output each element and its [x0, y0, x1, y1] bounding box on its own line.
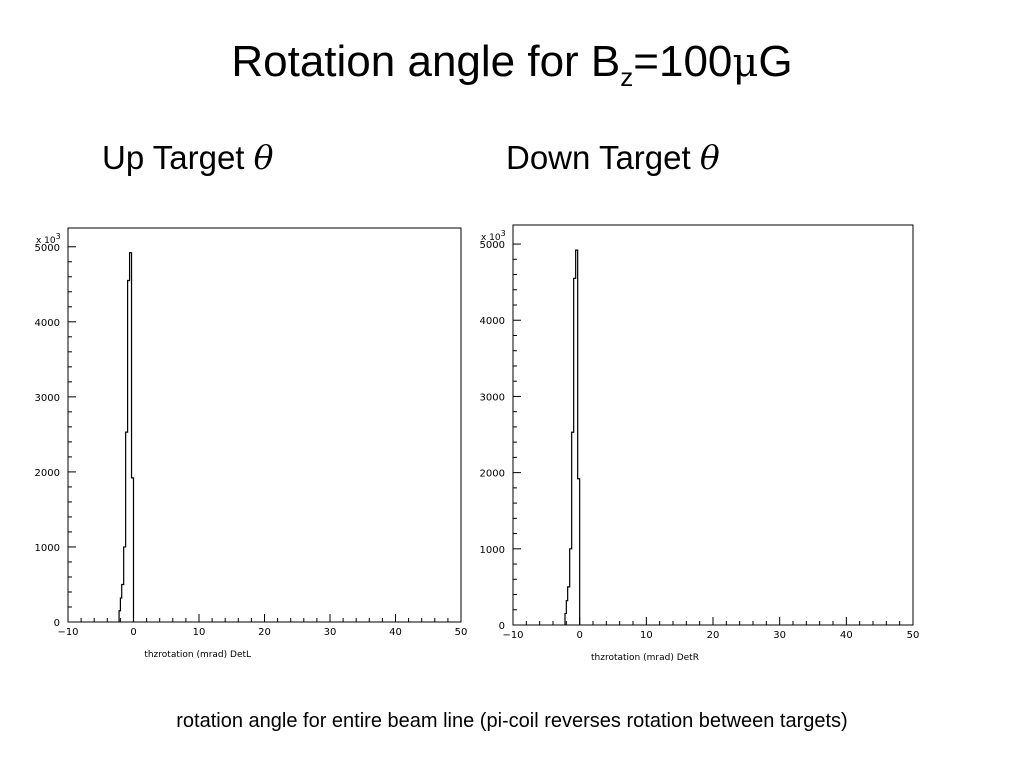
x-tick-label: −10	[57, 627, 78, 638]
x-tick-label: 0	[576, 630, 582, 641]
x-axis-title: thzrotation (mrad) DetR	[591, 653, 699, 663]
up-target-label: Up Target θ	[102, 138, 274, 178]
x-tick-label: 0	[130, 627, 136, 638]
y-tick-label: 2000	[480, 469, 505, 480]
x-tick-label: 20	[258, 627, 271, 638]
title-value: =100	[633, 37, 733, 86]
title-subscript: z	[620, 62, 634, 92]
down-target-text: Down Target	[506, 139, 700, 176]
y-tick-label: 4000	[35, 318, 60, 329]
x-tick-label: −10	[502, 630, 523, 641]
x-tick-label: 30	[324, 627, 337, 638]
x-tick-label: 10	[193, 627, 206, 638]
y-multiplier-label: x 103	[481, 229, 506, 243]
y-tick-label: 1000	[480, 545, 505, 556]
down-target-theta: θ	[699, 138, 720, 177]
down-target-label: Down Target θ	[506, 138, 720, 178]
up-target-theta: θ	[253, 138, 274, 177]
slide-title: Rotation angle for Bz=100μG	[0, 36, 1024, 92]
slide-caption: rotation angle for entire beam line (pi-…	[176, 710, 848, 732]
title-unit: G	[758, 37, 793, 86]
y-tick-label: 2000	[35, 468, 60, 479]
y-tick-label: 5000	[480, 240, 505, 251]
x-tick-label: 50	[455, 627, 468, 638]
x-axis-title: thzrotation (mrad) DetL	[144, 650, 251, 660]
title-mu: μ	[732, 40, 759, 86]
y-tick-label: 5000	[35, 243, 60, 254]
histogram-outline	[564, 249, 581, 625]
x-tick-label: 40	[389, 627, 402, 638]
histogram-outline	[118, 252, 135, 622]
up-target-text: Up Target	[102, 139, 254, 176]
y-tick-label: 3000	[480, 392, 505, 403]
plot-frame	[512, 224, 914, 626]
x-tick-label: 20	[707, 630, 720, 641]
y-tick-label: 1000	[35, 543, 60, 554]
x-tick-label: 10	[640, 630, 653, 641]
title-prefix: Rotation angle for B	[231, 37, 621, 86]
y-tick-label: 4000	[480, 316, 505, 327]
x-tick-label: 30	[773, 630, 786, 641]
y-tick-label: 0	[54, 618, 60, 629]
x-tick-label: 50	[907, 630, 920, 641]
y-multiplier-label: x 103	[36, 232, 61, 246]
x-tick-label: 40	[840, 630, 853, 641]
y-tick-label: 0	[499, 621, 505, 632]
y-tick-label: 3000	[35, 393, 60, 404]
